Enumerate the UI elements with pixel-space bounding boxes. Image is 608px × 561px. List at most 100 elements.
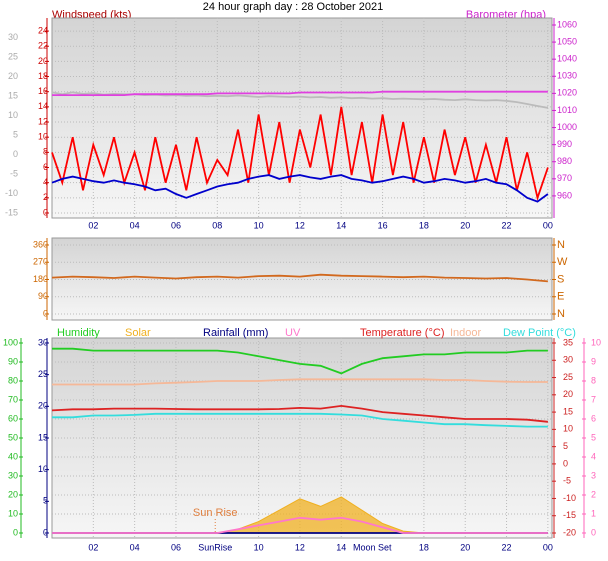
y4-tick-label: 6	[591, 413, 596, 423]
y2-tick-label: 10	[563, 424, 573, 434]
y2-tick-label: 5	[563, 441, 568, 451]
y2-tick-label: 1050	[557, 36, 577, 46]
y3-tick-label: -10	[5, 188, 18, 198]
y4-tick-label: 0	[591, 527, 596, 537]
y3-tick-label: 15	[8, 91, 18, 101]
x-tick-label: 04	[130, 542, 140, 552]
x-tick-label: 16	[378, 220, 388, 230]
y3-tick-label: 10	[38, 464, 48, 474]
y2-tick-label: N	[557, 308, 565, 320]
x-tick-label: 04	[130, 220, 140, 230]
y-tick-label: 20	[8, 489, 18, 499]
x-marker-label: Moon Set	[353, 542, 392, 552]
x-marker-label: SunRise	[198, 542, 232, 552]
y4-tick-label: 2	[591, 489, 596, 499]
legend-entry: UV	[285, 327, 301, 339]
y-tick-label: 14	[38, 101, 48, 111]
x-tick-label: 06	[171, 220, 181, 230]
x-tick-label: 00	[543, 542, 553, 552]
plot-area	[51, 17, 553, 219]
legend-entry: Solar	[125, 327, 151, 339]
y-tick-label: 60	[8, 413, 18, 423]
x-tick-label: 10	[254, 542, 264, 552]
x-tick-label: 18	[419, 220, 429, 230]
y4-tick-label: 9	[591, 356, 596, 366]
y4-tick-label: 4	[591, 451, 596, 461]
x-tick-label: 14	[336, 542, 346, 552]
legend-entry: Humidity	[57, 327, 100, 339]
x-tick-label: 14	[336, 220, 346, 230]
x-tick-label: 10	[254, 220, 264, 230]
y2-tick-label: 30	[563, 355, 573, 365]
y-tick-label: 18	[38, 71, 48, 81]
y-tick-label: 16	[38, 86, 48, 96]
x-tick-label: 12	[295, 220, 305, 230]
series-line	[51, 404, 548, 423]
y3-tick-label: 30	[38, 337, 48, 347]
y3-tick-label: 20	[8, 71, 18, 81]
x-tick-label: 08	[212, 220, 222, 230]
legend-entry: Rainfall (mm)	[203, 327, 268, 339]
y3-tick-label: 15	[38, 432, 48, 442]
y2-tick-label: 960	[557, 190, 572, 200]
y-tick-label: 4	[43, 177, 48, 187]
y-tick-label: 270	[33, 257, 48, 267]
y2-tick-label: -20	[563, 527, 576, 537]
y-tick-label: 0	[43, 207, 48, 217]
y2-tick-label: 35	[563, 337, 573, 347]
series-line	[51, 106, 549, 202]
y2-tick-label: 1010	[557, 105, 577, 115]
y-tick-label: 360	[33, 239, 48, 249]
x-tick-label: 22	[502, 542, 512, 552]
series-line	[52, 378, 548, 386]
legend-entry: Temperature (°C)	[360, 327, 444, 339]
y4-tick-label: 7	[591, 394, 596, 404]
y2-tick-label: 0	[563, 458, 568, 468]
y3-tick-label: 20	[38, 401, 48, 411]
y3-tick-label: 0	[43, 527, 48, 537]
y-tick-label: 100	[3, 337, 18, 347]
series-line	[52, 412, 548, 428]
legend-entry: Dew Point (°C)	[503, 327, 576, 339]
y-tick-label: 8	[43, 147, 48, 157]
y-tick-label: 2	[43, 192, 48, 202]
y4-tick-label: 1	[591, 508, 596, 518]
y2-tick-label: E	[557, 291, 564, 303]
y-tick-label: 90	[8, 356, 18, 366]
y2-tick-label: -10	[563, 493, 576, 503]
y3-tick-label: 5	[13, 130, 18, 140]
y-tick-label: 6	[43, 162, 48, 172]
y3-tick-label: -15	[5, 207, 18, 217]
y2-tick-label: 970	[557, 173, 572, 183]
y-tick-label: 180	[33, 274, 48, 284]
y2-tick-label: S	[557, 273, 564, 285]
y-tick-label: 0	[13, 527, 18, 537]
y2-tick-label: 20	[563, 389, 573, 399]
y-tick-label: 70	[8, 394, 18, 404]
y-tick-label: 20	[38, 56, 48, 66]
y-tick-label: 80	[8, 375, 18, 385]
x-tick-label: 20	[460, 542, 470, 552]
series-line	[52, 516, 548, 534]
y-tick-label: 0	[43, 308, 48, 318]
y2-tick-label: -15	[563, 510, 576, 520]
y3-tick-label: -5	[10, 168, 18, 178]
y4-tick-label: 8	[591, 375, 596, 385]
y-tick-label: 40	[8, 451, 18, 461]
y2-tick-label: 15	[563, 406, 573, 416]
x-tick-label: 02	[88, 220, 98, 230]
x-tick-label: 20	[460, 220, 470, 230]
y3-tick-label: 25	[38, 369, 48, 379]
y-tick-label: 12	[38, 116, 48, 126]
x-tick-label: 12	[295, 542, 305, 552]
y-tick-label: 10	[38, 132, 48, 142]
y3-tick-label: 30	[8, 32, 18, 42]
y2-tick-label: 980	[557, 156, 572, 166]
y2-tick-label: 1060	[557, 19, 577, 29]
y2-tick-label: 25	[563, 372, 573, 382]
y2-tick-label: 1020	[557, 88, 577, 98]
y-tick-label: 50	[8, 432, 18, 442]
y2-tick-label: 1000	[557, 122, 577, 132]
x-tick-label: 22	[502, 220, 512, 230]
